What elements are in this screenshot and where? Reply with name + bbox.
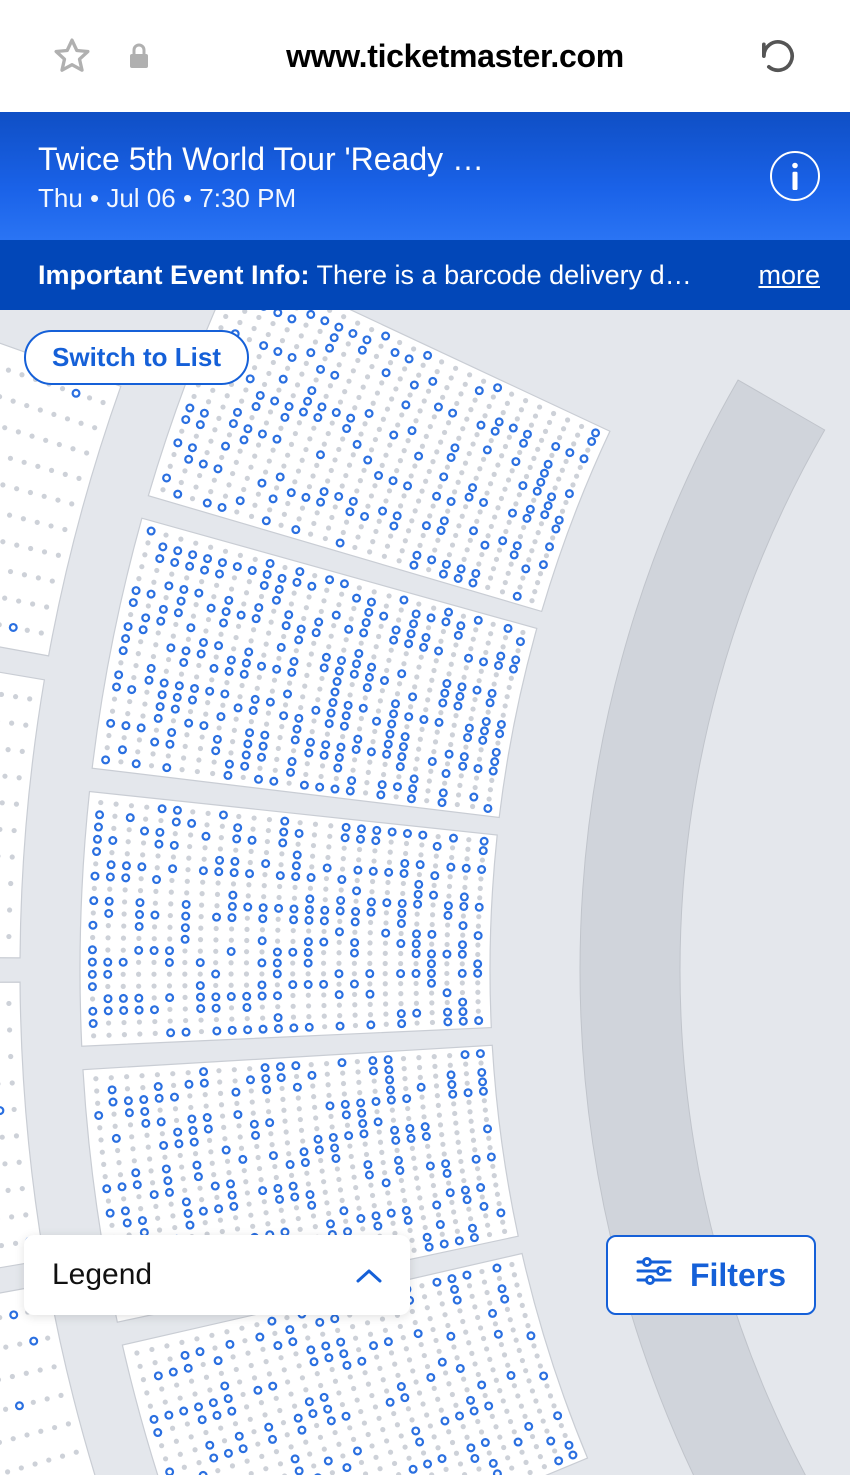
event-info-button[interactable] <box>770 151 820 201</box>
info-more-link[interactable]: more <box>758 260 820 291</box>
legend-label: Legend <box>52 1258 152 1292</box>
legend-button[interactable]: Legend <box>24 1235 410 1315</box>
event-header: Twice 5th World Tour 'Ready … Thu • Jul … <box>0 112 850 240</box>
filters-button[interactable]: Filters <box>606 1235 816 1315</box>
info-label: Important Event Info: <box>38 260 310 290</box>
event-title: Twice 5th World Tour 'Ready … <box>38 139 750 179</box>
filters-label: Filters <box>690 1257 786 1294</box>
bookmark-star-icon[interactable] <box>50 34 94 78</box>
reload-icon[interactable] <box>756 34 800 78</box>
switch-to-list-button[interactable]: Switch to List <box>24 330 249 385</box>
browser-bar: www.ticketmaster.com <box>0 0 850 112</box>
sliders-icon <box>636 1256 672 1294</box>
info-text: There is a barcode delivery d… <box>317 260 692 290</box>
event-datetime: Thu • Jul 06 • 7:30 PM <box>38 183 750 214</box>
url-text[interactable]: www.ticketmaster.com <box>154 38 756 75</box>
lock-icon <box>124 41 154 71</box>
seatmap[interactable]: Switch to List Legend Filters <box>0 310 850 1475</box>
important-info-banner: Important Event Info: There is a barcode… <box>0 240 850 310</box>
chevron-up-icon <box>356 1258 382 1292</box>
